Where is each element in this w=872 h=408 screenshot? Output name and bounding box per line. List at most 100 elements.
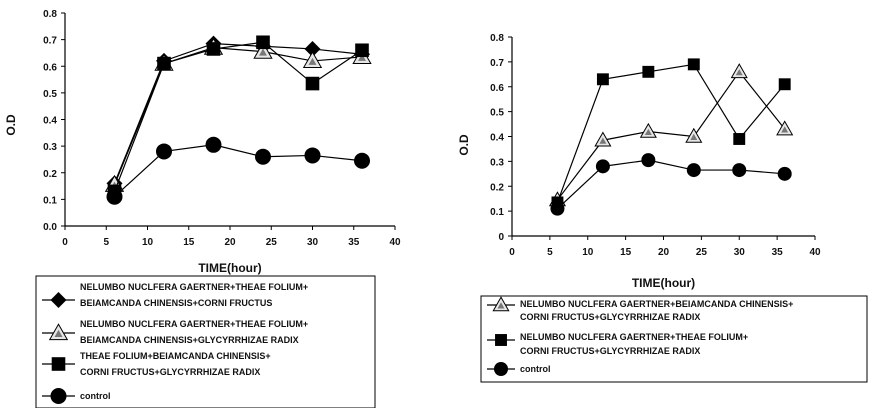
- legend-label: NELUMBO NUCLFERA GAERTNER+BEIAMCANDA CHI…: [520, 299, 793, 309]
- y-tick-label: 0.3: [43, 142, 57, 153]
- data-point: [685, 127, 703, 143]
- y-tick-label: 0.1: [43, 195, 57, 206]
- y-tick-label: 0.5: [490, 108, 504, 119]
- series-3: [550, 153, 792, 216]
- data-point-core: [358, 53, 366, 61]
- y-tick-label: 0.2: [43, 169, 57, 180]
- y-tick-label: 0.0: [43, 222, 57, 233]
- data-point-core: [781, 126, 789, 133]
- legend-label: NELUMBO NUCLFERA GAERTNER+THEAE FOLIUM+: [80, 282, 308, 292]
- data-point: [639, 122, 657, 138]
- data-point: [686, 163, 701, 178]
- x-tick-label: 10: [582, 247, 594, 258]
- x-axis-label: TIME(hour): [632, 276, 695, 290]
- data-point: [304, 40, 321, 57]
- legend-label: CORNI FRUCTUS+GLYCYRRHIZAE RADIX: [520, 346, 700, 356]
- y-tick-label: 0.6: [43, 62, 57, 73]
- legend-entry: NELUMBO NUCLFERA GAERTNER+THEAE FOLIUM+ B…: [42, 319, 308, 345]
- data-point: [733, 133, 746, 145]
- data-point: [776, 120, 794, 136]
- legend-entry: THEAE FOLIUM+BEIAMCANDA CHINENSIS+ CORNI …: [42, 351, 271, 377]
- legend-label: NELUMBO NUCLFERA GAERTNER+THEAE FOLIUM+: [80, 319, 308, 329]
- y-tick-label: 0.7: [43, 36, 57, 47]
- legend-entry: control: [487, 362, 551, 376]
- y-tick-label: 0.4: [43, 116, 57, 127]
- x-tick-label: 25: [266, 237, 278, 248]
- data-point: [594, 131, 612, 147]
- y-tick-label: 0.4: [490, 133, 504, 144]
- series-line: [113, 47, 363, 185]
- data-point: [255, 148, 271, 165]
- y-tick-label: 0.2: [490, 182, 504, 193]
- data-point-core: [599, 137, 607, 144]
- data-point: [256, 35, 270, 50]
- legend-marker: [48, 323, 69, 341]
- x-tick-label: 0: [62, 237, 68, 248]
- data-point-core: [259, 48, 267, 56]
- legend: NELUMBO NUCLFERA GAERTNER+THEAE FOLIUM+ B…: [35, 275, 376, 408]
- series-4: [106, 136, 370, 205]
- series-line: [556, 63, 786, 203]
- x-tick-label: 10: [142, 237, 154, 248]
- x-tick-label: 5: [547, 247, 553, 258]
- legend-marker: [494, 362, 508, 376]
- x-tick-label: 15: [183, 237, 195, 248]
- chart-2: 0 5 10 15 20 25 30 35 40 0 0.1 0.2 0.3 0.4 0.5 0.6 0.7 0.…: [457, 33, 868, 383]
- series-line: [114, 144, 363, 198]
- y-axis-label: O.D: [4, 114, 18, 136]
- data-point: [642, 65, 655, 78]
- data-point-core: [735, 69, 743, 76]
- data-point: [354, 152, 370, 169]
- x-tick-label: 20: [224, 237, 236, 248]
- data-point: [730, 63, 748, 79]
- legend-marker-core: [497, 302, 505, 309]
- x-tick-label: 40: [809, 247, 821, 258]
- legend-label: control: [80, 391, 111, 401]
- x-tick-label: 15: [620, 247, 632, 258]
- x-tick-label: 20: [658, 247, 670, 258]
- legend-label: NELUMBO NUCLFERA GAERTNER+THEAE FOLIUM+: [520, 332, 748, 342]
- legend: NELUMBO NUCLFERA GAERTNER+BEIAMCANDA CHI…: [480, 295, 868, 383]
- y-tick-label: 0.3: [490, 157, 504, 168]
- y-tick-label: 0.5: [43, 89, 57, 100]
- data-point: [596, 73, 609, 86]
- legend-marker: [50, 292, 67, 308]
- y-tick-label: 0.8: [490, 33, 504, 44]
- legend-label: CORNI FRUCTUS+GLYCYRRHIZAE RADIX: [80, 367, 260, 377]
- y-tick-label: 0.6: [490, 83, 504, 94]
- series-2: [551, 58, 791, 209]
- chart-1: 0 5 10 15 20 25 30 35 40 0.0 0.1 0.2 0.3 0.4 0.5 0.6 0.7…: [4, 9, 401, 408]
- legend-box: [480, 295, 868, 383]
- x-tick-label: 35: [348, 237, 360, 248]
- legend-label: BEIAMCANDA CHINENSIS+GLYCYRRHIZAE RADIX: [80, 335, 299, 345]
- legend-marker: [51, 357, 66, 371]
- data-point-core: [308, 57, 317, 65]
- legend-label: BEIAMCANDA CHINENSIS+CORNI FRUCTUS: [80, 298, 272, 308]
- data-point: [641, 153, 656, 168]
- x-axis-label: TIME(hour): [198, 261, 261, 275]
- legend-box: [35, 275, 376, 408]
- data-point: [302, 51, 323, 69]
- data-point: [595, 159, 610, 174]
- series-line: [113, 43, 363, 184]
- data-point: [732, 163, 747, 178]
- x-tick-label: 30: [307, 237, 319, 248]
- data-point: [550, 201, 565, 216]
- legend-entry: NELUMBO NUCLFERA GAERTNER+THEAE FOLIUM+ C…: [487, 332, 748, 356]
- data-point-core: [644, 128, 652, 135]
- y-tick-label: 0: [498, 232, 504, 243]
- data-point: [106, 188, 123, 205]
- legend-marker-core: [54, 329, 63, 337]
- x-tick-label: 25: [696, 247, 708, 258]
- x-tick-label: 0: [509, 247, 515, 258]
- data-point: [206, 42, 221, 56]
- legend-marker: [50, 388, 67, 404]
- y-tick-label: 0.1: [490, 207, 504, 218]
- legend-label: control: [520, 364, 551, 374]
- series-line: [557, 159, 785, 210]
- data-point: [157, 56, 171, 71]
- legend-entry: control: [42, 388, 111, 404]
- data-point: [253, 41, 273, 59]
- x-tick-label: 5: [103, 237, 109, 248]
